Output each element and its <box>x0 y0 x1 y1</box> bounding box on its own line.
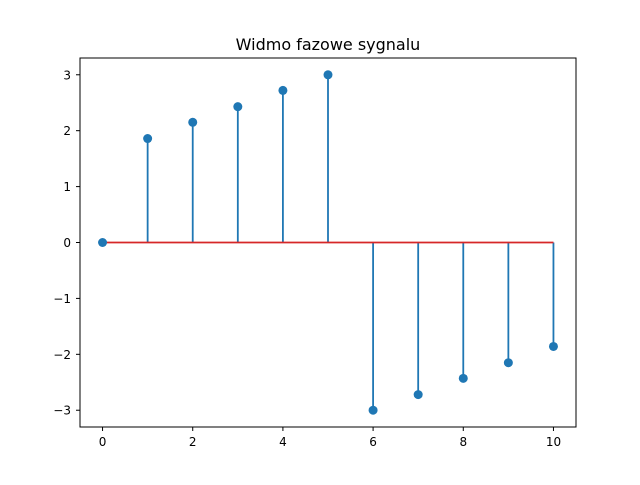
stem-markers <box>98 70 558 415</box>
plot-frame <box>79 57 577 428</box>
stem-marker <box>458 373 468 383</box>
y-tick-label: 1 <box>63 180 71 194</box>
stem-marker <box>503 358 513 368</box>
stem-marker <box>413 390 423 400</box>
y-tick-label: −2 <box>53 348 71 362</box>
stem-marker <box>143 134 153 144</box>
chart-title: Widmo fazowe sygnalu <box>236 35 421 54</box>
stem-marker <box>233 102 243 112</box>
stem-marker <box>368 405 378 415</box>
x-tick-label: 8 <box>459 435 467 449</box>
stem-marker <box>188 117 198 127</box>
y-tick-label: −3 <box>53 404 71 418</box>
x-tick-label: 2 <box>189 435 197 449</box>
stem-marker <box>548 341 558 351</box>
y-tick-label: −1 <box>53 292 71 306</box>
stem-lines <box>146 74 555 411</box>
x-tick-label: 10 <box>546 435 561 449</box>
x-tick-label: 6 <box>369 435 377 449</box>
y-tick-label: 3 <box>63 68 71 82</box>
stem-marker <box>323 70 333 80</box>
stem-marker <box>98 238 108 247</box>
y-tick-label: 2 <box>63 124 71 138</box>
y-tick-label: 0 <box>63 236 71 250</box>
stem-marker <box>278 85 288 95</box>
x-tick-label: 4 <box>279 435 287 449</box>
x-axis: 0 2 4 6 8 10 <box>99 427 561 449</box>
y-axis: −3 −2 −1 0 1 2 3 <box>53 68 80 418</box>
x-tick-label: 0 <box>99 435 107 449</box>
